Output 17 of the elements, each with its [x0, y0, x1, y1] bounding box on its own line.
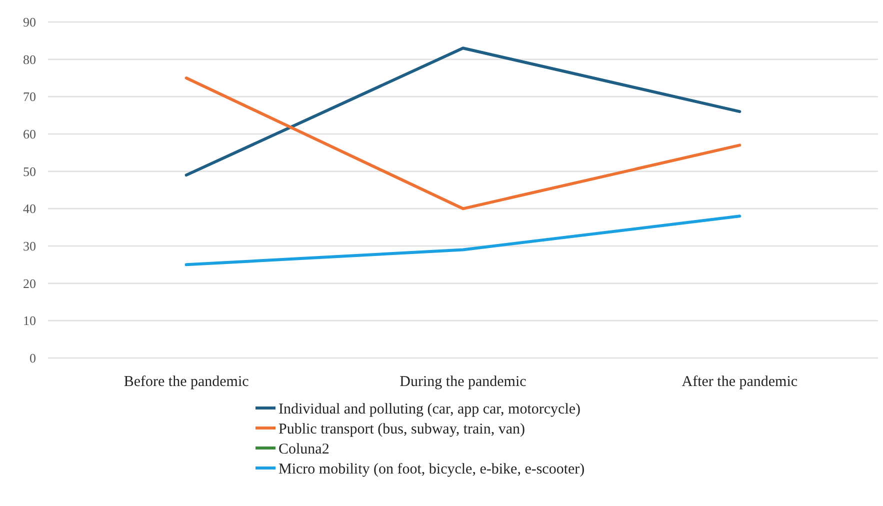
y-tick-label: 0: [30, 350, 36, 366]
y-tick-label: 60: [23, 126, 36, 142]
legend-label: Individual and polluting (car, app car, motorcycle): [278, 401, 581, 418]
y-tick-label: 50: [23, 164, 36, 179]
y-tick-label: 90: [23, 14, 36, 30]
y-tick-label: 70: [23, 89, 36, 104]
legend-label: Public transport (bus, subway, train, van): [278, 421, 525, 438]
y-tick-label: 40: [23, 201, 36, 216]
y-tick-label: 20: [23, 276, 36, 291]
x-tick-label: After the pandemic: [682, 374, 798, 390]
y-tick-label: 80: [23, 52, 36, 67]
y-tick-label: 10: [23, 313, 36, 328]
x-tick-label: During the pandemic: [400, 374, 527, 390]
legend-label: Micro mobility (on foot, bicycle, e-bike, e-scooter): [278, 461, 585, 478]
y-tick-label: 30: [23, 238, 36, 254]
legend-label: Coluna2: [278, 441, 330, 458]
x-tick-label: Before the pandemic: [124, 374, 250, 390]
